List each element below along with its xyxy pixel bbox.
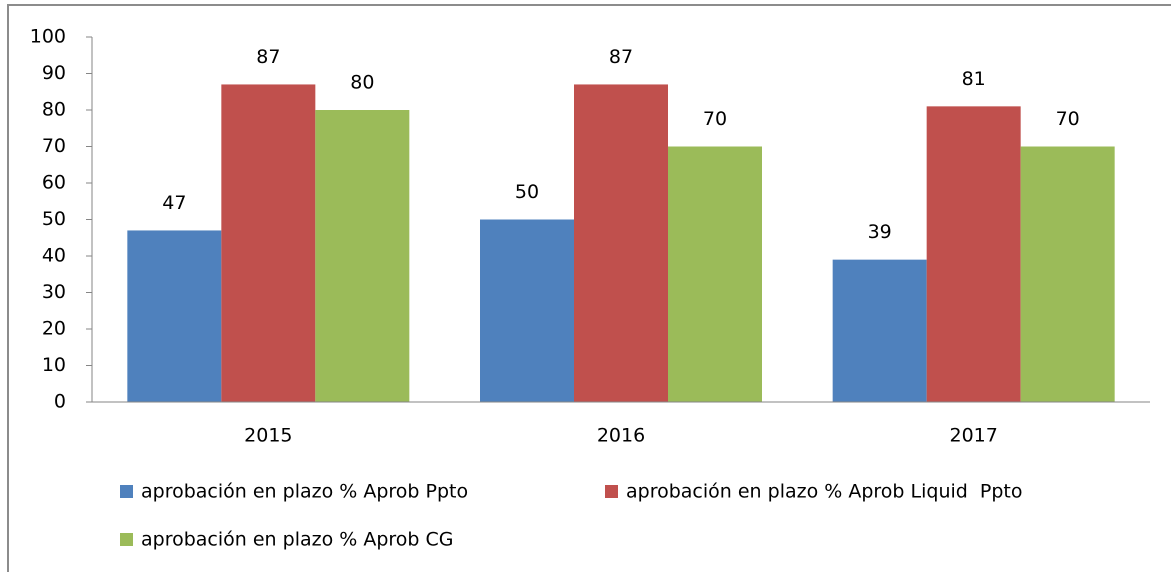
bar bbox=[832, 259, 927, 402]
x-tick-label: 2016 bbox=[597, 425, 645, 447]
x-tick-label: 2017 bbox=[949, 425, 997, 447]
value-label: 81 bbox=[962, 68, 986, 90]
value-label: 80 bbox=[350, 72, 374, 94]
legend-swatch bbox=[120, 533, 133, 546]
y-tick-label: 30 bbox=[42, 281, 66, 303]
value-label: 87 bbox=[256, 46, 280, 68]
y-tick-label: 50 bbox=[42, 208, 66, 230]
y-tick-label: 70 bbox=[42, 135, 66, 157]
bar bbox=[315, 110, 410, 402]
x-tick-label: 2015 bbox=[244, 425, 292, 447]
value-label: 70 bbox=[1056, 108, 1080, 130]
value-label: 39 bbox=[868, 221, 892, 243]
value-label: 70 bbox=[703, 108, 727, 130]
legend-label: aprobación en plazo % Aprob Ppto bbox=[141, 481, 468, 503]
y-tick-label: 80 bbox=[42, 99, 66, 121]
y-tick-label: 90 bbox=[42, 62, 66, 84]
value-label: 87 bbox=[609, 46, 633, 68]
legend-swatch bbox=[120, 485, 133, 498]
value-label: 47 bbox=[162, 192, 186, 214]
bar bbox=[668, 146, 762, 402]
legend-label: aprobación en plazo % Aprob Liquid Ppto bbox=[626, 481, 1023, 503]
value-label: 50 bbox=[515, 181, 539, 203]
bar bbox=[221, 84, 316, 402]
legend-swatch bbox=[605, 485, 618, 498]
bar bbox=[574, 84, 668, 402]
y-tick-label: 100 bbox=[30, 26, 66, 48]
y-tick-label: 10 bbox=[42, 354, 66, 376]
y-tick-label: 60 bbox=[42, 172, 66, 194]
bar bbox=[926, 106, 1021, 402]
bar bbox=[127, 230, 222, 402]
y-tick-label: 20 bbox=[42, 318, 66, 340]
bar bbox=[480, 219, 574, 402]
bar bbox=[1020, 146, 1115, 402]
y-tick-label: 40 bbox=[42, 245, 66, 267]
y-tick-label: 0 bbox=[54, 391, 66, 413]
legend-label: aprobación en plazo % Aprob CG bbox=[141, 529, 454, 551]
